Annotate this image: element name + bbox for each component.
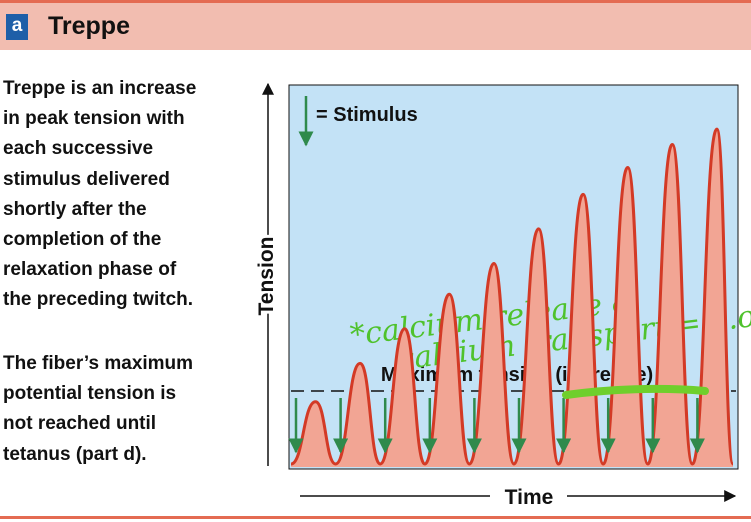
legend-label: = Stimulus bbox=[316, 104, 418, 126]
part-badge: a bbox=[6, 14, 28, 40]
figure-title: Treppe bbox=[48, 12, 130, 40]
twitch-line bbox=[290, 127, 735, 466]
twitch-area bbox=[291, 129, 733, 467]
description-paragraph-2: The fiber’s maximum potential tension is… bbox=[3, 353, 194, 465]
x-axis-label: Time bbox=[505, 486, 554, 509]
description-paragraph-1: Treppe is an increase in peak tension wi… bbox=[3, 78, 197, 311]
y-axis-label: Tension bbox=[255, 237, 278, 316]
twitch-curves bbox=[290, 127, 735, 467]
figure-header: a Treppe bbox=[0, 0, 751, 50]
highlight-marker bbox=[562, 384, 709, 399]
stimulus-arrows bbox=[288, 398, 705, 454]
bottom-rule bbox=[0, 516, 751, 519]
